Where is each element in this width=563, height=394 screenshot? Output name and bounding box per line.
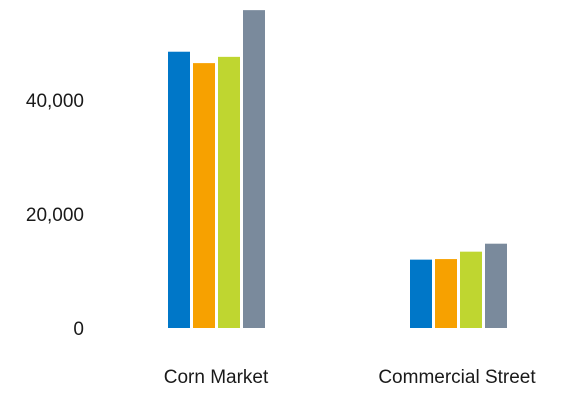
y-tick-label: 40,000 [26, 91, 84, 112]
bar [243, 10, 265, 329]
bar [435, 259, 457, 328]
x-axis: Corn Market Commercial Street [164, 367, 537, 388]
x-category-label: Corn Market [164, 367, 269, 388]
y-tick-label: 0 [73, 319, 84, 340]
bar [485, 243, 507, 328]
bars [168, 10, 507, 329]
x-category-label: Commercial Street [378, 367, 536, 388]
bar [410, 259, 432, 328]
y-axis: 0 20,000 40,000 [26, 91, 84, 340]
y-tick-label: 20,000 [26, 205, 84, 226]
bar [218, 56, 240, 328]
bar [460, 251, 482, 328]
bar [193, 63, 215, 329]
bar [168, 51, 190, 329]
